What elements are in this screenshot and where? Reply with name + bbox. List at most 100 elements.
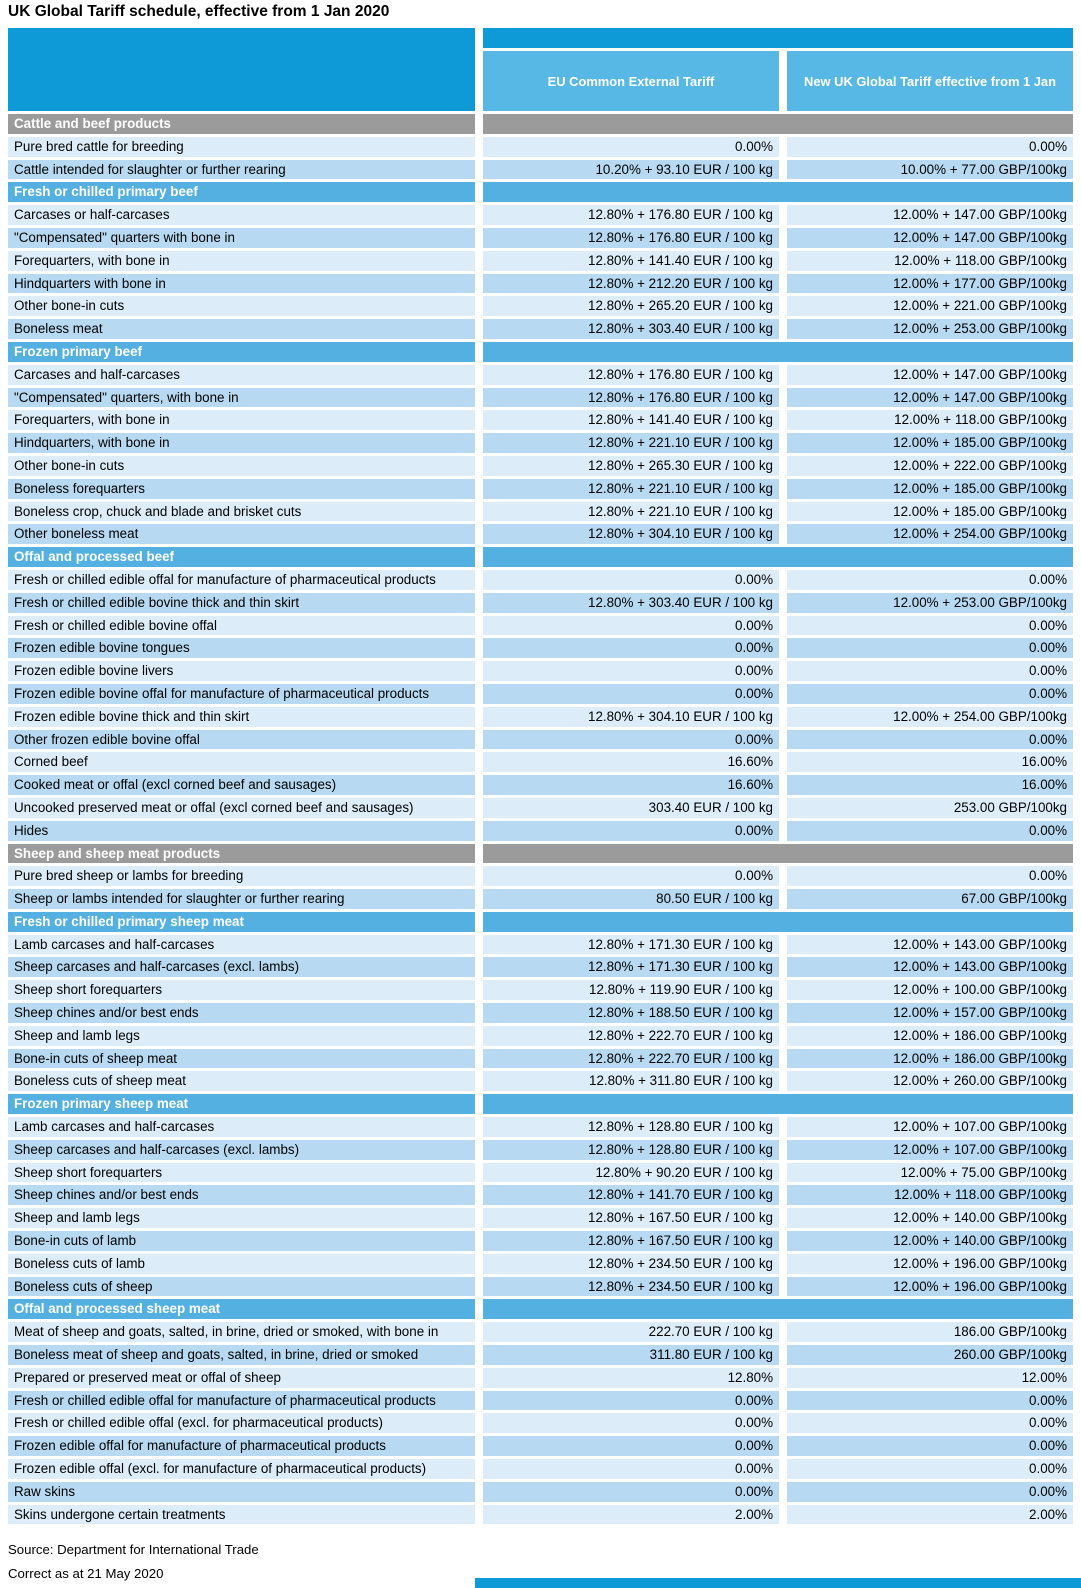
tariff-table: EU Common External Tariff New UK Global … [8,28,1073,1525]
section-row: Frozen primary sheep meat [8,1094,1073,1115]
eu-tariff-cell: 12.80% + 176.80 EUR / 100 kg [483,205,779,225]
eu-tariff-cell: 0.00% [483,1390,779,1411]
table-row: Carcases or half-carcases 12.80% + 176.8… [8,205,1073,225]
product-name-cell: Sheep short forequarters [8,1162,475,1183]
uk-tariff-cell: 0.00% [787,1436,1073,1457]
table-row: Frozen edible bovine livers 0.00% 0.00% [8,661,1073,681]
eu-tariff-cell: 10.20% + 93.10 EUR / 100 kg [483,159,779,180]
table-row: Sheep and lamb legs 12.80% + 222.70 EUR … [8,1025,1073,1046]
table-row: Other frozen edible bovine offal 0.00% 0… [8,729,1073,750]
product-name-cell: Hindquarters, with bone in [8,433,475,453]
uk-tariff-cell: 12.00% + 100.00 GBP/100kg [787,980,1073,1001]
product-name-cell: Hindquarters with bone in [8,273,475,294]
uk-tariff-cell: 186.00 GBP/100kg [787,1322,1073,1343]
table-row: Sheep carcases and half-carcases (excl. … [8,957,1073,978]
uk-tariff-cell: 0.00% [787,729,1073,750]
eu-tariff-cell: 0.00% [483,866,779,887]
eu-tariff-cell: 12.80% + 128.80 EUR / 100 kg [483,1117,779,1137]
table-row: Boneless crop, chuck and blade and brisk… [8,501,1073,522]
product-name-cell: "Compensated" quarters with bone in [8,227,475,248]
uk-tariff-cell: 12.00% [787,1367,1073,1388]
table-row: Frozen edible bovine thick and thin skir… [8,706,1073,727]
eu-tariff-cell: 311.80 EUR / 100 kg [483,1345,779,1365]
product-name-cell: Lamb carcases and half-carcases [8,934,475,955]
table-row: Lamb carcases and half-carcases 12.80% +… [8,934,1073,955]
uk-tariff-cell: 12.00% + 147.00 GBP/100kg [787,227,1073,248]
uk-tariff-cell: 12.00% + 157.00 GBP/100kg [787,1003,1073,1023]
table-row: Pure bred cattle for breeding 0.00% 0.00… [8,136,1073,157]
table-row: Other bone-in cuts 12.80% + 265.20 EUR /… [8,296,1073,317]
uk-tariff-cell: 12.00% + 140.00 GBP/100kg [787,1231,1073,1251]
eu-tariff-cell: 12.80% + 212.20 EUR / 100 kg [483,273,779,294]
eu-tariff-cell: 12.80% + 171.30 EUR / 100 kg [483,957,779,978]
uk-tariff-cell: 12.00% + 260.00 GBP/100kg [787,1071,1073,1092]
table-row: "Compensated" quarters, with bone in 12.… [8,387,1073,408]
section-row: Cattle and beef products [8,114,1073,134]
uk-tariff-cell: 12.00% + 185.00 GBP/100kg [787,501,1073,522]
uk-tariff-cell: 12.00% + 107.00 GBP/100kg [787,1117,1073,1137]
section-bar-right [483,1299,1073,1320]
section-label: Sheep and sheep meat products [8,843,475,864]
section-row: Offal and processed sheep meat [8,1299,1073,1320]
section-row: Fresh or chilled primary sheep meat [8,911,1073,932]
table-row: Fresh or chilled edible bovine offal 0.0… [8,615,1073,636]
table-row: Sheep short forequarters 12.80% + 90.20 … [8,1162,1073,1183]
eu-tariff-cell: 0.00% [483,661,779,681]
table-row: Cattle intended for slaughter or further… [8,159,1073,180]
uk-tariff-cell: 12.00% + 147.00 GBP/100kg [787,364,1073,385]
product-name-cell: Pure bred sheep or lambs for breeding [8,866,475,887]
table-row: Boneless meat of sheep and goats, salted… [8,1345,1073,1365]
table-row: Lamb carcases and half-carcases 12.80% +… [8,1117,1073,1137]
uk-tariff-cell: 0.00% [787,820,1073,841]
eu-tariff-cell: 12.80% + 188.50 EUR / 100 kg [483,1003,779,1023]
product-name-cell: Sheep short forequarters [8,980,475,1001]
eu-tariff-cell: 12.80% + 176.80 EUR / 100 kg [483,364,779,385]
product-name-cell: Sheep chines and/or best ends [8,1003,475,1023]
eu-tariff-cell: 12.80% + 176.80 EUR / 100 kg [483,387,779,408]
table-row: Prepared or preserved meat or offal of s… [8,1367,1073,1388]
product-name-cell: "Compensated" quarters, with bone in [8,387,475,408]
table-row: Forequarters, with bone in 12.80% + 141.… [8,250,1073,271]
table-row: Other bone-in cuts 12.80% + 265.30 EUR /… [8,455,1073,476]
product-name-cell: Uncooked preserved meat or offal (excl c… [8,797,475,818]
eu-tariff-cell: 0.00% [483,1436,779,1457]
uk-tariff-cell: 12.00% + 185.00 GBP/100kg [787,433,1073,453]
eu-tariff-cell: 2.00% [483,1504,779,1525]
uk-tariff-cell: 12.00% + 118.00 GBP/100kg [787,410,1073,431]
eu-tariff-cell: 12.80% + 171.30 EUR / 100 kg [483,934,779,955]
uk-tariff-cell: 10.00% + 77.00 GBP/100kg [787,159,1073,180]
uk-tariff-cell: 12.00% + 253.00 GBP/100kg [787,319,1073,339]
section-label: Frozen primary beef [8,341,475,362]
table-row: Sheep or lambs intended for slaughter or… [8,889,1073,909]
product-name-cell: Fresh or chilled edible bovine thick and… [8,592,475,613]
eu-tariff-cell: 0.00% [483,1459,779,1479]
product-name-cell: Carcases or half-carcases [8,205,475,225]
uk-tariff-cell: 12.00% + 147.00 GBP/100kg [787,387,1073,408]
table-row: Boneless cuts of sheep 12.80% + 234.50 E… [8,1276,1073,1297]
section-bar-right [483,547,1073,567]
table-row: Corned beef 16.60% 16.00% [8,752,1073,773]
table-row: Fresh or chilled edible offal for manufa… [8,569,1073,590]
eu-tariff-cell: 12.80% + 167.50 EUR / 100 kg [483,1231,779,1251]
eu-tariff-cell: 12.80% + 141.70 EUR / 100 kg [483,1185,779,1206]
eu-tariff-cell: 12.80% + 176.80 EUR / 100 kg [483,227,779,248]
footer-source: Source: Department for International Tra… [8,1542,259,1558]
table-row: Boneless meat 12.80% + 303.40 EUR / 100 … [8,319,1073,339]
table-row: Other boneless meat 12.80% + 304.10 EUR … [8,524,1073,545]
eu-tariff-cell: 12.80% + 222.70 EUR / 100 kg [483,1025,779,1046]
eu-tariff-cell: 12.80% + 265.20 EUR / 100 kg [483,296,779,317]
uk-tariff-cell: 12.00% + 143.00 GBP/100kg [787,934,1073,955]
eu-tariff-cell: 12.80% + 311.80 EUR / 100 kg [483,1071,779,1092]
uk-tariff-cell: 67.00 GBP/100kg [787,889,1073,909]
product-name-cell: Fresh or chilled edible offal for manufa… [8,1390,475,1411]
table-row: Sheep carcases and half-carcases (excl. … [8,1139,1073,1160]
eu-tariff-cell: 0.00% [483,683,779,704]
column-header-eu: EU Common External Tariff [483,51,779,111]
eu-tariff-cell: 12.80% + 167.50 EUR / 100 kg [483,1208,779,1229]
uk-tariff-cell: 0.00% [787,866,1073,887]
product-name-cell: Skins undergone certain treatments [8,1504,475,1525]
header-right: EU Common External Tariff New UK Global … [483,28,1073,111]
eu-tariff-cell: 222.70 EUR / 100 kg [483,1322,779,1343]
header-top-bar [483,28,1073,48]
table-row: Frozen edible offal (excl. for manufactu… [8,1459,1073,1479]
